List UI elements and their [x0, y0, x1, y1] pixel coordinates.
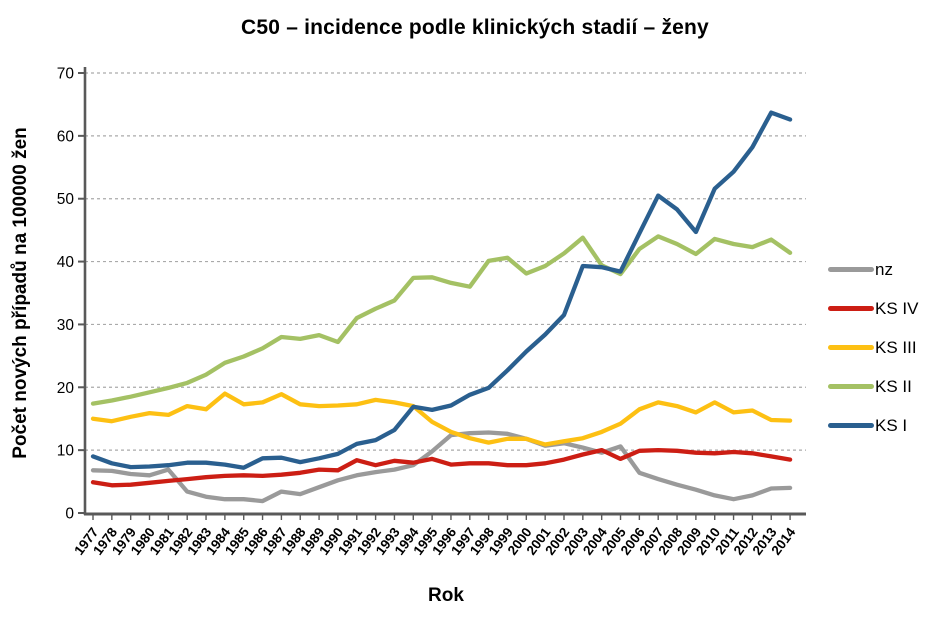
legend-item-ks-iv: KS IV	[828, 289, 948, 328]
series-line-ks-i	[90, 110, 793, 470]
series-line-ks-ii	[90, 234, 793, 406]
y-tick-label: 40	[57, 254, 75, 271]
y-tick-label: 30	[57, 317, 75, 334]
legend-label: KS I	[875, 416, 908, 435]
y-tick-label: 70	[57, 66, 75, 83]
legend: nz KS IV KS III KS II KS I	[828, 250, 948, 445]
y-tick-label: 20	[57, 380, 75, 397]
legend-line-swatch	[828, 423, 874, 428]
legend-item-ks-i: KS I	[828, 406, 948, 445]
legend-label: KS III	[875, 338, 917, 357]
series-line-ks-iii	[90, 391, 793, 447]
legend-label: KS II	[875, 377, 912, 396]
legend-line-swatch	[828, 306, 874, 311]
y-tick-label: 10	[57, 443, 75, 460]
x-axis-title: Rok	[428, 585, 464, 606]
legend-item-ks-ii: KS II	[828, 367, 948, 406]
series-line-nz	[90, 430, 793, 504]
legend-item-ks-iii: KS III	[828, 328, 948, 367]
chart-title: C50 – incidence podle klinických stadií …	[241, 16, 709, 39]
y-tick-label: 0	[65, 506, 74, 523]
legend-item-nz: nz	[828, 250, 948, 289]
legend-line-swatch	[828, 267, 874, 272]
y-axis-title: Počet nových případů na 100000 žen	[10, 127, 31, 459]
legend-line-swatch	[828, 384, 874, 389]
legend-label: nz	[875, 260, 893, 279]
legend-line-swatch	[828, 345, 874, 350]
legend-label: KS IV	[875, 299, 919, 318]
y-tick-label: 60	[57, 128, 75, 145]
series-line-ks-iv	[90, 447, 793, 488]
y-tick-label: 50	[57, 191, 75, 208]
